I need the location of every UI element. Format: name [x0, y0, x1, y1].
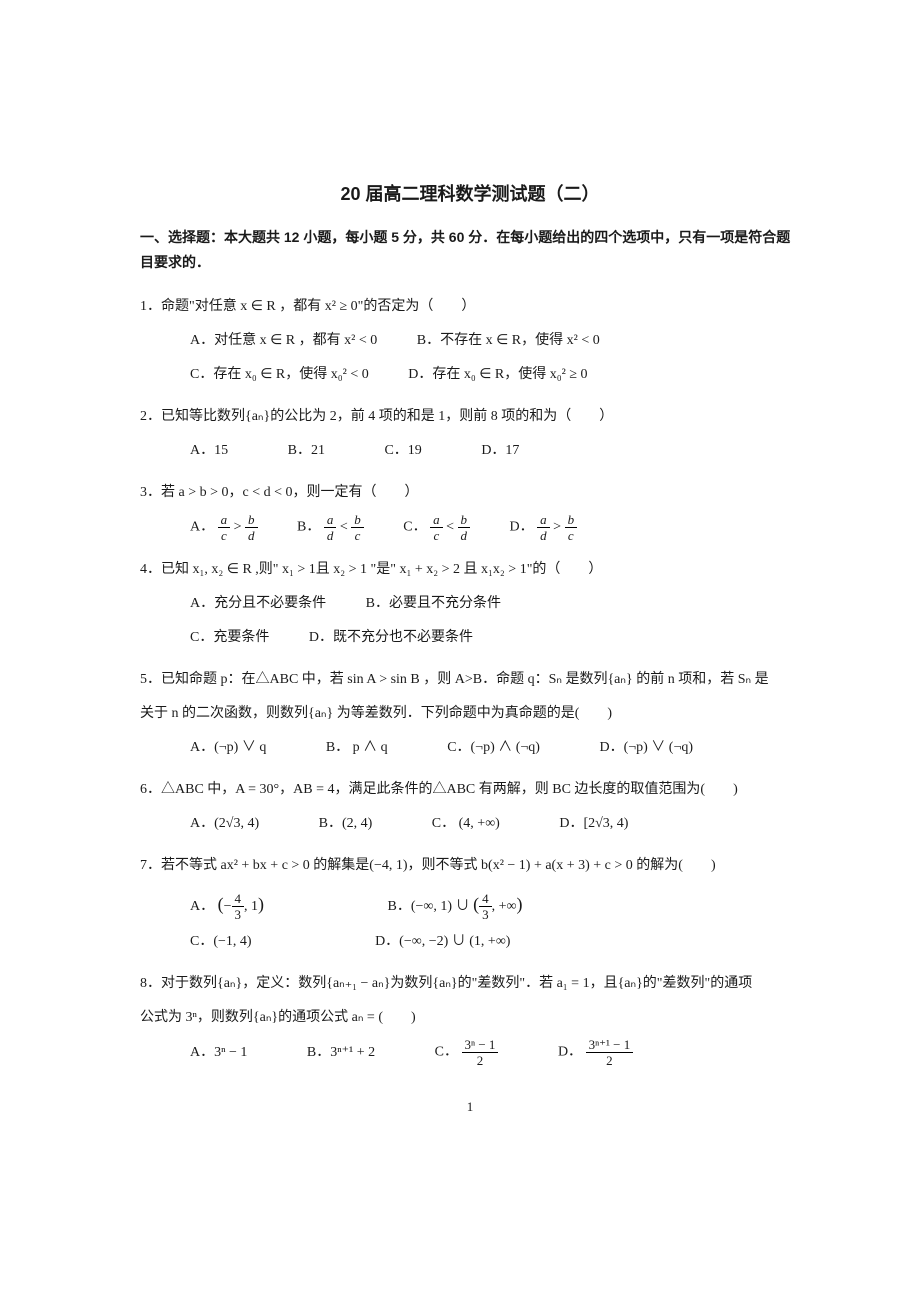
- frac-num: a: [430, 513, 443, 528]
- q4-stem: 4．已知 x₁, x₂ ∈ R ,则" x₁ > 1且 x₂ > 1 "是" x…: [140, 556, 800, 584]
- q2-option-d: D．17: [481, 437, 519, 465]
- opt-label: D．: [510, 520, 534, 535]
- question-2: 2．已知等比数列{aₙ}的公比为 2，前 4 项的和是 1，则前 8 项的和为（…: [140, 403, 800, 465]
- frac-num: 4: [479, 892, 492, 907]
- q7-option-d: D．(−∞, −2) ∪ (1, +∞): [375, 928, 510, 956]
- q3-stem: 3．若 a > b > 0，c < d < 0，则一定有（ ）: [140, 479, 800, 507]
- q5-option-b: B． p ∧ q: [326, 734, 388, 762]
- q7-option-c: C．(−1, 4): [190, 928, 252, 956]
- q6-option-d: D．[2√3, 4): [559, 810, 628, 838]
- q8-stem-1: 8．对于数列{aₙ}，定义：数列{aₙ₊₁ − aₙ}为数列{aₙ}的"差数列"…: [140, 970, 800, 998]
- q1-stem: 1．命题"对任意 x ∈ R ，都有 x² ≥ 0"的否定为（ ）: [140, 293, 800, 321]
- frac-den: c: [430, 528, 443, 542]
- q5-option-c: C．(¬p) ∧ (¬q): [447, 734, 540, 762]
- frac-den: c: [565, 528, 578, 542]
- q1-option-b: B．不存在 x ∈ R，使得 x² < 0: [417, 327, 600, 355]
- q6-option-a: A．(2√3, 4): [190, 810, 259, 838]
- frac-den: 3: [232, 907, 245, 921]
- q4-option-b: B．必要且不充分条件: [366, 590, 501, 618]
- frac-num: a: [537, 513, 550, 528]
- q1-option-a: A．对任意 x ∈ R ，都有 x² < 0: [190, 327, 377, 355]
- opt-label: C．: [435, 1045, 458, 1060]
- question-6: 6．△ABC 中，A = 30°，AB = 4，满足此条件的△ABC 有两解，则…: [140, 776, 800, 838]
- frac-den: c: [218, 528, 231, 542]
- frac-den: d: [245, 528, 258, 542]
- frac-den: c: [351, 528, 364, 542]
- question-1: 1．命题"对任意 x ∈ R ，都有 x² ≥ 0"的否定为（ ） A．对任意 …: [140, 293, 800, 389]
- frac-num: a: [218, 513, 231, 528]
- tail: , +∞: [492, 899, 517, 914]
- opt-label: B．(−∞, 1) ∪: [388, 899, 470, 914]
- q1-option-d: D．存在 x₀ ∈ R，使得 x₀² ≥ 0: [408, 361, 587, 389]
- section-header: 一、选择题：本大题共 12 小题，每小题 5 分，共 60 分．在每小题给出的四…: [140, 225, 800, 275]
- question-5: 5．已知命题 p：在△ABC 中，若 sin A > sin B ，则 A>B．…: [140, 666, 800, 762]
- frac-num: b: [565, 513, 578, 528]
- frac-den: 3: [479, 907, 492, 921]
- opt-label: C．: [403, 520, 426, 535]
- q8-option-b: B．3ⁿ⁺¹ + 2: [307, 1039, 375, 1067]
- q3-option-b: B． ad < bc: [297, 513, 364, 542]
- q4-option-a: A．充分且不必要条件: [190, 590, 326, 618]
- page-number: 1: [140, 1097, 800, 1118]
- frac-num: 3ⁿ⁺¹ − 1: [586, 1038, 634, 1053]
- frac-num: b: [351, 513, 364, 528]
- q2-option-b: B．21: [288, 437, 325, 465]
- q8-option-c: C． 3ⁿ − 12: [435, 1038, 499, 1067]
- opt-label: A．: [190, 899, 214, 914]
- frac-den: 2: [462, 1053, 499, 1067]
- q7-option-a: A． (−43, 1): [190, 886, 264, 922]
- q3-option-c: C． ac < bd: [403, 513, 470, 542]
- q2-stem: 2．已知等比数列{aₙ}的公比为 2，前 4 项的和是 1，则前 8 项的和为（…: [140, 403, 800, 431]
- q6-option-b: B．(2, 4): [319, 810, 373, 838]
- q5-option-a: A．(¬p) ∨ q: [190, 734, 266, 762]
- opt-label: B．: [297, 520, 320, 535]
- frac-num: 4: [232, 892, 245, 907]
- q5-option-d: D．(¬p) ∨ (¬q): [599, 734, 693, 762]
- frac-num: 3ⁿ − 1: [462, 1038, 499, 1053]
- frac-num: a: [324, 513, 337, 528]
- q3-option-a: A． ac > bd: [190, 513, 258, 542]
- question-3: 3．若 a > b > 0，c < d < 0，则一定有（ ） A． ac > …: [140, 479, 800, 542]
- q3-option-d: D． ad > bc: [510, 513, 578, 542]
- q1-option-c: C．存在 x₀ ∈ R，使得 x₀² < 0: [190, 361, 369, 389]
- q5-stem-1: 5．已知命题 p：在△ABC 中，若 sin A > sin B ，则 A>B．…: [140, 666, 800, 694]
- q6-option-c: C． (4, +∞): [432, 810, 500, 838]
- exam-title: 20 届高二理科数学测试题（二）: [140, 180, 800, 209]
- q8-option-a: A．3ⁿ − 1: [190, 1039, 247, 1067]
- q8-option-d: D． 3ⁿ⁺¹ − 12: [558, 1038, 633, 1067]
- frac-den: d: [458, 528, 471, 542]
- val: 1: [251, 899, 258, 914]
- q4-option-c: C．充要条件: [190, 624, 269, 652]
- frac-den: 2: [586, 1053, 634, 1067]
- question-8: 8．对于数列{aₙ}，定义：数列{aₙ₊₁ − aₙ}为数列{aₙ}的"差数列"…: [140, 970, 800, 1067]
- frac-den: d: [324, 528, 337, 542]
- frac-den: d: [537, 528, 550, 542]
- frac-num: b: [458, 513, 471, 528]
- q7-stem: 7．若不等式 ax² + bx + c > 0 的解集是(−4, 1)，则不等式…: [140, 852, 800, 880]
- q6-stem: 6．△ABC 中，A = 30°，AB = 4，满足此条件的△ABC 有两解，则…: [140, 776, 800, 804]
- q7-option-b: B．(−∞, 1) ∪ (43, +∞): [388, 886, 523, 922]
- opt-label: A．: [190, 520, 214, 535]
- frac-num: b: [245, 513, 258, 528]
- question-4: 4．已知 x₁, x₂ ∈ R ,则" x₁ > 1且 x₂ > 1 "是" x…: [140, 556, 800, 652]
- q4-option-d: D．既不充分也不必要条件: [309, 624, 473, 652]
- q2-option-a: A．15: [190, 437, 228, 465]
- opt-label: D．: [558, 1045, 582, 1060]
- q2-option-c: C．19: [384, 437, 421, 465]
- q5-stem-2: 关于 n 的二次函数，则数列{aₙ} 为等差数列．下列命题中为真命题的是( ): [140, 700, 800, 728]
- question-7: 7．若不等式 ax² + bx + c > 0 的解集是(−4, 1)，则不等式…: [140, 852, 800, 956]
- q8-stem-2: 公式为 3ⁿ，则数列{aₙ}的通项公式 aₙ = ( ): [140, 1004, 800, 1032]
